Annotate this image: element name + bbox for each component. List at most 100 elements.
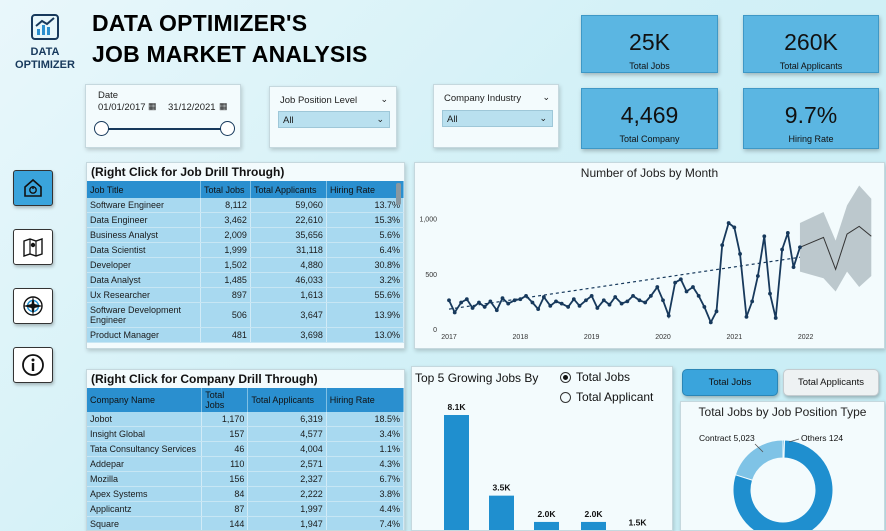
column-header[interactable]: Total Applicants (250, 181, 327, 198)
table-row[interactable]: Business Analyst 2,009 35,656 5.6% (87, 227, 404, 244)
data-point (464, 297, 469, 302)
data-point (447, 298, 451, 303)
table-cell: Mozilla (87, 471, 203, 488)
data-point (512, 298, 517, 303)
table-cell: 1,613 (250, 287, 327, 304)
data-point (655, 285, 660, 289)
table-row[interactable]: Apex Systems 84 2,222 3.8% (87, 486, 404, 503)
table-row[interactable]: Product Manager 481 3,698 13.0% (87, 327, 404, 344)
data-point (482, 305, 487, 309)
table-row[interactable]: Insight Global 157 4,577 3.4% (87, 426, 404, 443)
slice-label: Others 124 (801, 433, 843, 443)
toggle-total-applicants[interactable]: Total Applicants (783, 369, 879, 396)
table-cell: Ux Researcher (87, 287, 201, 304)
table-cell: 6.4% (326, 242, 404, 259)
job-level-dropdown[interactable]: All ⌄ (278, 111, 390, 128)
table-row[interactable]: Data Engineer 3,462 22,610 15.3% (87, 212, 404, 229)
data-point (488, 299, 493, 304)
data-point (619, 301, 624, 306)
data-point (708, 320, 713, 325)
chevron-down-icon[interactable]: ⌄ (542, 92, 550, 102)
table-row[interactable]: Square 144 1,947 7.4% (87, 516, 404, 530)
nav-home-button[interactable] (13, 170, 53, 206)
data-point (791, 265, 796, 270)
table-cell: 46,033 (250, 272, 327, 289)
column-header[interactable]: Hiring Rate (326, 388, 404, 412)
table-cell: 22,610 (250, 212, 327, 229)
table-row[interactable]: Ux Researcher 897 1,613 55.6% (87, 287, 404, 304)
chart-title: Top 5 Growing Jobs By (415, 371, 539, 385)
job-level-label: Job Position Level (280, 95, 358, 106)
column-header[interactable]: Company Name (87, 388, 203, 412)
table-cell: Apex Systems (87, 486, 203, 503)
column-header[interactable]: Total Applicants (247, 388, 327, 412)
table-cell: 2,009 (200, 227, 251, 244)
table-cell: Software Development Engineer (87, 302, 201, 329)
range-end-handle[interactable] (220, 121, 235, 136)
date-label: Date (98, 90, 119, 101)
table-cell: 13.9% (326, 302, 404, 329)
x-tick-label: 2019 (584, 334, 600, 341)
kpi-label: Total Jobs (629, 61, 670, 71)
radio-unchecked-icon (560, 391, 571, 403)
data-label: 8.1K (448, 402, 467, 412)
data-point (566, 305, 571, 309)
data-point (780, 247, 785, 252)
chart-title: Number of Jobs by Month (580, 166, 719, 180)
table-row[interactable]: Developer 1,502 4,880 30.8% (87, 257, 404, 274)
table-row[interactable]: Data Scientist 1,999 31,118 6.4% (87, 242, 404, 259)
data-point (524, 293, 528, 298)
data-point (541, 295, 546, 299)
calendar-icon[interactable]: ▦ (219, 101, 228, 111)
data-point (702, 305, 707, 309)
option-total-jobs[interactable]: Total Jobs (560, 370, 630, 384)
chevron-down-icon[interactable]: ⌄ (380, 94, 388, 104)
toggle-total-jobs[interactable]: Total Jobs (682, 369, 778, 396)
table-row[interactable]: Applicantz 87 1,997 4.4% (87, 501, 404, 518)
data-point (577, 303, 582, 308)
top5-jobs-chart: 8.1K 3.5K 2.0K 2.0K 1.5K (444, 402, 647, 530)
column-header[interactable]: Total Jobs (201, 388, 249, 412)
industry-dropdown[interactable]: All ⌄ (442, 110, 553, 127)
column-header[interactable]: Job Title (87, 181, 201, 198)
pie-slice (734, 439, 784, 481)
option-total-applicant[interactable]: Total Applicant (560, 390, 653, 404)
date-end[interactable]: 31/12/2021 (168, 102, 216, 113)
table-cell: 481 (200, 327, 251, 344)
table-row[interactable]: Addepar 110 2,571 4.3% (87, 456, 404, 473)
data-point (459, 300, 464, 305)
table-cell: 2,222 (247, 486, 327, 503)
table-cell: Square (87, 516, 203, 530)
industry-label: Company Industry (444, 93, 522, 104)
column-header[interactable]: Hiring Rate (326, 181, 404, 198)
range-start-handle[interactable] (94, 121, 109, 136)
data-point (554, 299, 558, 304)
table-row[interactable]: Software Development Engineer 506 3,647 13.… (87, 302, 404, 329)
table-cell: 55.6% (326, 287, 404, 304)
date-start[interactable]: 01/01/2017 (98, 102, 146, 113)
calendar-icon[interactable]: ▦ (148, 101, 157, 111)
table-cell: 110 (201, 456, 249, 473)
logo-text-1: DATA (30, 46, 60, 58)
table-row[interactable]: Software Engineer 8,112 59,060 13.7% (87, 198, 404, 214)
data-point (613, 295, 618, 299)
table-scrollbar[interactable] (396, 183, 401, 205)
table-cell: 15.3% (326, 212, 404, 229)
nav-info-button[interactable] (13, 347, 53, 383)
table-cell: 31,118 (250, 242, 327, 259)
chart-logo-icon (31, 14, 59, 40)
table-row[interactable]: Mozilla 156 2,327 6.7% (87, 471, 404, 488)
data-point (684, 289, 689, 294)
table-row[interactable]: Tata Consultancy Services 46 4,004 1.1% (87, 441, 404, 458)
data-label: 2.0K (538, 509, 557, 519)
table-cell: 1,485 (200, 272, 251, 289)
table-row[interactable]: Jobot 1,170 6,319 18.5% (87, 412, 404, 428)
nav-map-button[interactable] (13, 229, 53, 265)
data-point (584, 298, 588, 303)
table-row[interactable]: Data Analyst 1,485 46,033 3.2% (87, 272, 404, 289)
column-header[interactable]: Total Jobs (200, 181, 251, 198)
data-label: 2.0K (585, 509, 604, 519)
table-cell: 18.5% (326, 412, 404, 428)
data-point (589, 293, 594, 298)
nav-compass-button[interactable] (13, 288, 53, 324)
